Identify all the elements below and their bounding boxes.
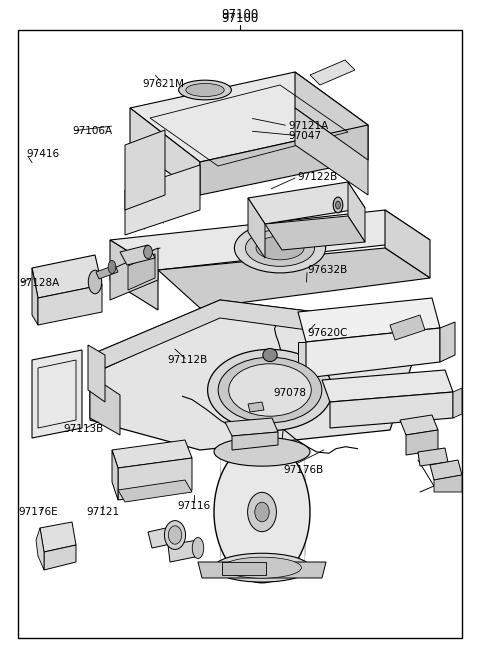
Polygon shape (130, 108, 200, 195)
Text: 97100: 97100 (221, 8, 259, 21)
Polygon shape (148, 526, 180, 548)
Ellipse shape (214, 441, 310, 583)
Polygon shape (125, 165, 200, 235)
Polygon shape (110, 240, 158, 310)
Ellipse shape (223, 557, 301, 578)
Ellipse shape (108, 261, 116, 274)
Ellipse shape (234, 223, 325, 273)
Polygon shape (90, 375, 120, 435)
Polygon shape (298, 298, 440, 342)
Polygon shape (453, 388, 462, 418)
Polygon shape (118, 480, 192, 502)
Polygon shape (112, 450, 118, 500)
Polygon shape (44, 545, 76, 570)
Polygon shape (418, 448, 448, 466)
Text: 97176E: 97176E (19, 507, 58, 517)
Text: 97112B: 97112B (167, 355, 207, 365)
Ellipse shape (88, 271, 102, 294)
Polygon shape (390, 315, 425, 340)
Ellipse shape (255, 502, 269, 522)
Polygon shape (112, 440, 192, 468)
Ellipse shape (228, 364, 311, 416)
Text: 97621M: 97621M (142, 79, 184, 89)
Ellipse shape (144, 246, 152, 259)
Text: 97113B: 97113B (64, 424, 104, 434)
Polygon shape (440, 322, 455, 362)
Polygon shape (32, 268, 38, 325)
Text: 97176B: 97176B (283, 465, 324, 476)
Polygon shape (248, 198, 265, 258)
Polygon shape (295, 108, 368, 195)
Polygon shape (88, 345, 105, 402)
Polygon shape (158, 248, 430, 308)
Text: 97416: 97416 (26, 149, 60, 159)
Ellipse shape (192, 538, 204, 559)
Polygon shape (90, 300, 420, 370)
Text: 97100: 97100 (221, 12, 259, 24)
Text: 97121A: 97121A (288, 121, 328, 131)
Ellipse shape (333, 197, 343, 213)
Polygon shape (38, 285, 102, 325)
Polygon shape (310, 60, 355, 85)
Ellipse shape (214, 438, 310, 466)
Ellipse shape (165, 521, 186, 550)
Polygon shape (348, 182, 365, 242)
Ellipse shape (207, 349, 332, 430)
Polygon shape (128, 254, 155, 290)
Ellipse shape (248, 493, 276, 532)
Polygon shape (125, 130, 165, 210)
Ellipse shape (168, 526, 182, 544)
Polygon shape (430, 460, 462, 480)
Polygon shape (198, 562, 326, 578)
Polygon shape (385, 210, 430, 278)
Polygon shape (248, 182, 365, 224)
Polygon shape (200, 125, 368, 195)
Polygon shape (400, 415, 438, 435)
Polygon shape (40, 522, 76, 552)
Polygon shape (130, 72, 368, 162)
Polygon shape (265, 216, 365, 250)
Polygon shape (298, 342, 306, 378)
Polygon shape (225, 418, 278, 436)
Text: 97128A: 97128A (19, 278, 60, 288)
Ellipse shape (336, 201, 340, 209)
Polygon shape (322, 370, 453, 402)
Polygon shape (248, 402, 264, 412)
Polygon shape (110, 248, 158, 300)
Polygon shape (32, 255, 102, 298)
Polygon shape (36, 528, 44, 570)
Ellipse shape (214, 553, 310, 582)
Polygon shape (168, 540, 200, 562)
Ellipse shape (179, 80, 231, 100)
Polygon shape (32, 350, 82, 438)
Text: 97121: 97121 (86, 507, 120, 517)
Polygon shape (232, 432, 278, 450)
Polygon shape (295, 72, 368, 160)
Text: 97116: 97116 (178, 500, 211, 511)
Ellipse shape (186, 83, 224, 96)
Text: 97047: 97047 (288, 131, 321, 141)
Polygon shape (330, 392, 453, 428)
Polygon shape (406, 430, 438, 455)
Ellipse shape (218, 357, 322, 422)
Bar (222, 562, 266, 575)
Polygon shape (96, 265, 118, 279)
Ellipse shape (256, 236, 304, 260)
Polygon shape (306, 328, 440, 378)
Polygon shape (90, 315, 420, 450)
Polygon shape (110, 210, 430, 270)
Text: 97122B: 97122B (298, 172, 338, 182)
Text: 97078: 97078 (274, 388, 307, 398)
Text: 97106A: 97106A (72, 126, 112, 136)
Polygon shape (434, 475, 462, 492)
Polygon shape (120, 245, 155, 265)
Text: 97632B: 97632B (307, 265, 348, 275)
Ellipse shape (245, 230, 314, 267)
Polygon shape (118, 458, 192, 500)
Text: 97620C: 97620C (307, 328, 348, 338)
Ellipse shape (263, 348, 277, 362)
